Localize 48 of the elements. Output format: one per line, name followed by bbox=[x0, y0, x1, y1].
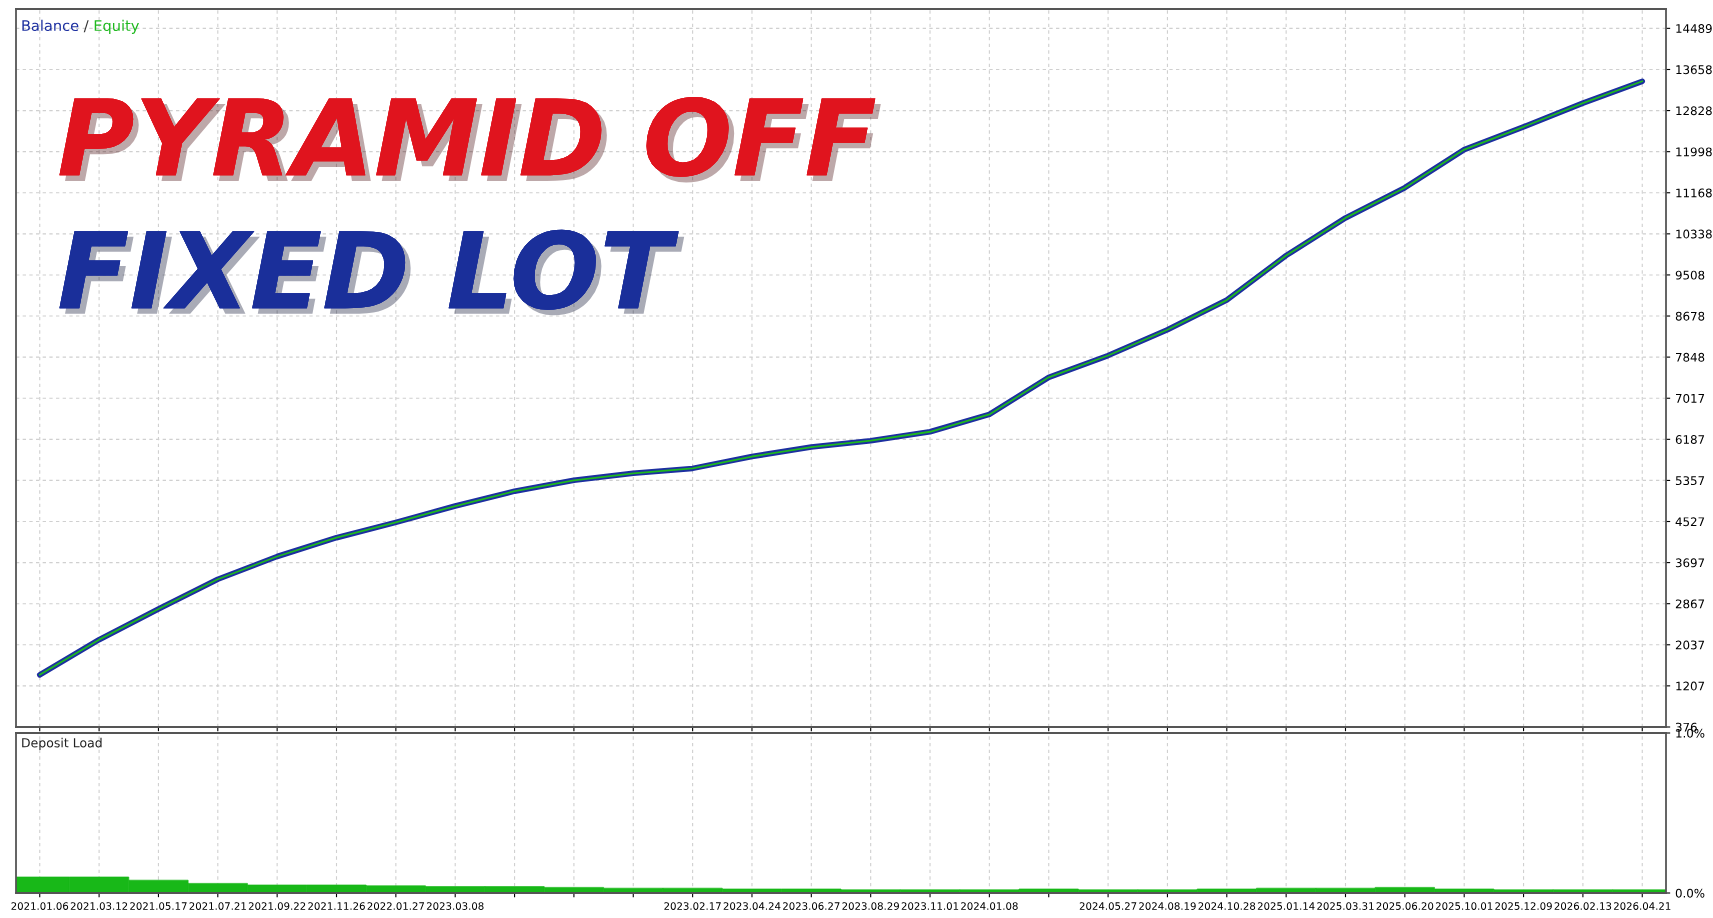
x-tick-label: 2023.06.27 bbox=[783, 902, 840, 910]
x-tick-label: 2025.03.31 bbox=[1317, 902, 1374, 910]
x-tick-label: 2021.05.17 bbox=[130, 902, 187, 910]
x-tick-label: 2024.01.08 bbox=[961, 902, 1018, 910]
x-tick-label: 2023.04.24 bbox=[723, 902, 781, 910]
x-tick-label: 2024.08.19 bbox=[1139, 902, 1196, 910]
y-tick-label: 4527 bbox=[1675, 517, 1705, 527]
x-tick-label: 2021.09.22 bbox=[248, 902, 306, 910]
y-tick-label: 3697 bbox=[1675, 558, 1705, 568]
y-tick-label: 9508 bbox=[1675, 270, 1705, 280]
x-tick-label: 2024.10.28 bbox=[1198, 902, 1256, 910]
y-tick-label: 7017 bbox=[1676, 393, 1705, 403]
y-tick-label: 14489 bbox=[1676, 24, 1712, 34]
chart-title: Deposit Load bbox=[22, 737, 102, 750]
y-tick-label: 12828 bbox=[1676, 106, 1712, 116]
annotation: PYRAMID OFF bbox=[59, 97, 881, 183]
x-tick-label: 2021.11.26 bbox=[308, 902, 365, 910]
y-tick-label: 2037 bbox=[1675, 640, 1705, 650]
annotation: / bbox=[83, 20, 89, 33]
x-tick-label: 2022.01.27 bbox=[367, 902, 425, 910]
y-tick-label: 6187 bbox=[1675, 435, 1705, 444]
x-tick-label: 2025.01.14 bbox=[1257, 902, 1315, 910]
y-tick-label: 13658 bbox=[1676, 65, 1712, 75]
x-tick-label: 2026.02.13 bbox=[1554, 902, 1612, 910]
x-tick-label: 2025.10.01 bbox=[1435, 902, 1493, 910]
x-tick-label: 2021.03.12 bbox=[70, 902, 128, 910]
x-tick-label: 2025.12.09 bbox=[1495, 902, 1552, 910]
y-tick-label: 8678 bbox=[1675, 311, 1705, 321]
x-tick-label: 2023.11.01 bbox=[901, 902, 959, 910]
y-tick-label: 1207 bbox=[1676, 681, 1705, 691]
x-tick-label: 2021.07.21 bbox=[189, 902, 246, 910]
y-tick-label: 7848 bbox=[1676, 352, 1705, 362]
text: Balance bbox=[22, 19, 79, 32]
y-tick-label: 11168 bbox=[1676, 188, 1712, 198]
x-tick-label: 2023.08.29 bbox=[842, 902, 899, 910]
x-tick-label: 2025.06.20 bbox=[1376, 902, 1434, 910]
x-tick-label: 2023.03.08 bbox=[426, 902, 484, 910]
text: Equity bbox=[94, 19, 139, 34]
x-tick-label: 2024.05.27 bbox=[1079, 902, 1137, 910]
annotation: FIXED LOT bbox=[59, 229, 685, 316]
y-tick-label: 10338 bbox=[1676, 229, 1712, 239]
y-tick-label: 0.0% bbox=[1675, 888, 1705, 898]
x-tick-label: 2021.01.06 bbox=[11, 902, 69, 910]
y-tick-label: 2867 bbox=[1675, 599, 1705, 609]
x-tick-label: 2023.02.17 bbox=[664, 902, 721, 910]
y-tick-label: 5357 bbox=[1675, 476, 1705, 486]
y-tick-label: 11998 bbox=[1676, 147, 1712, 157]
x-tick-label: 2026.04.21 bbox=[1613, 902, 1671, 910]
